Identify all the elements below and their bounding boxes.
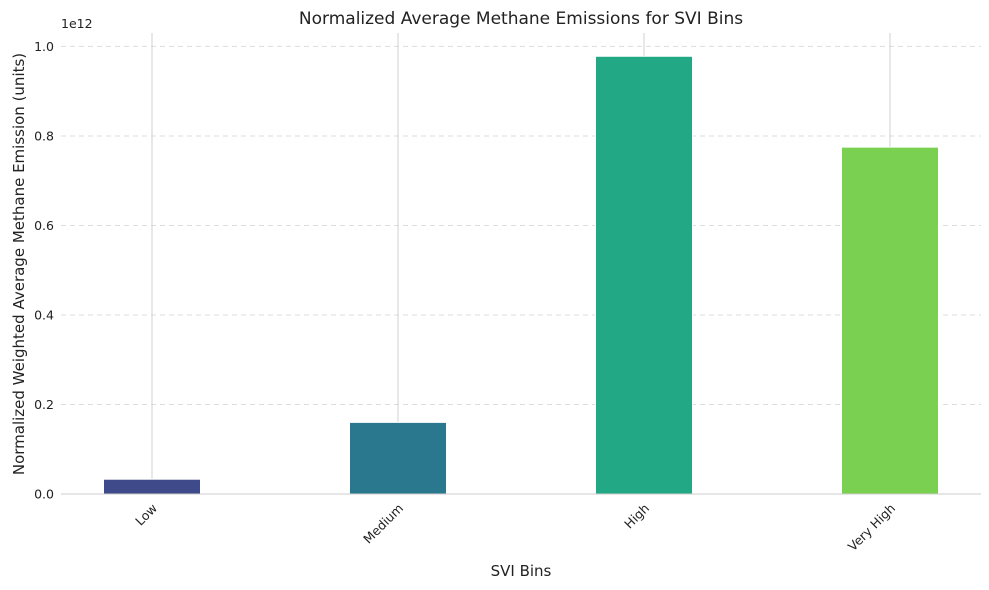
y-tick-label: 0.0	[34, 487, 54, 502]
x-tick-label: Low	[132, 501, 160, 529]
x-tick-label: Very High	[845, 501, 898, 554]
bar-high	[595, 55, 693, 495]
y-tick-label: 0.8	[34, 128, 54, 143]
y-tick-label: 0.2	[34, 397, 54, 412]
bar-low	[103, 478, 201, 495]
y-tick-label: 0.6	[34, 218, 54, 233]
x-tick-label: High	[621, 501, 652, 532]
x-tick-label: Medium	[360, 501, 406, 547]
bar-medium	[349, 421, 447, 495]
y-tick-labels: 0.0 0.2 0.4 0.6 0.8 1.0	[34, 39, 54, 502]
y-tick-label: 1.0	[34, 39, 54, 54]
y-axis-offset-label: 1e12	[61, 16, 93, 31]
gridlines	[61, 45, 981, 405]
chart-title: Normalized Average Methane Emissions for…	[299, 9, 743, 29]
bars	[103, 55, 939, 495]
y-tick-label: 0.4	[34, 307, 54, 322]
bar-very-high	[841, 146, 939, 495]
x-axis-label: SVI Bins	[491, 562, 552, 580]
category-guide-lines	[151, 33, 891, 494]
y-axis-label: Normalized Weighted Average Methane Emis…	[10, 53, 28, 475]
x-tick-labels: Low Medium High Very High	[132, 501, 898, 554]
